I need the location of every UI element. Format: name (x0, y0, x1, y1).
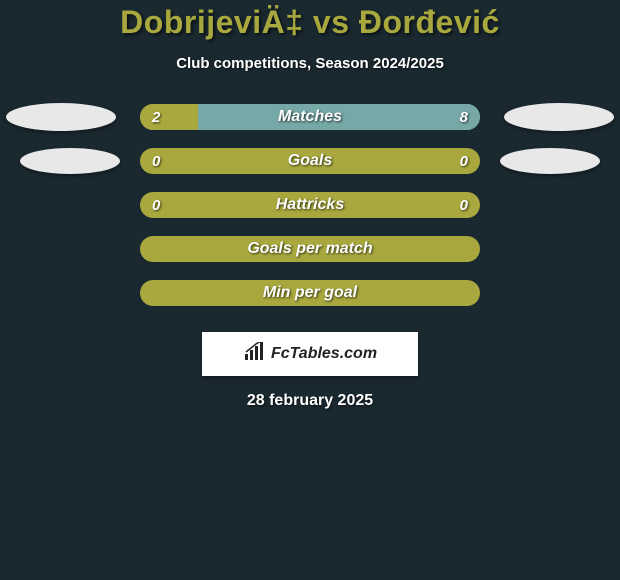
stat-row: 0Hattricks0 (0, 192, 620, 218)
stat-bar: 0Hattricks0 (140, 192, 480, 218)
logo-box[interactable]: FcTables.com (202, 332, 418, 376)
stat-label: Goals (140, 152, 480, 170)
vs-text: vs (313, 4, 350, 40)
subtitle: Club competitions, Season 2024/2025 (176, 55, 444, 72)
stat-bar: Min per goal (140, 280, 480, 306)
player2-marker (504, 103, 614, 131)
stat-bar: 0Goals0 (140, 148, 480, 174)
logo-inner: FcTables.com (243, 342, 377, 367)
player2-name: Đorđević (359, 4, 500, 40)
chart-icon (243, 342, 267, 367)
stat-label: Min per goal (140, 284, 480, 302)
stat-row: 2Matches8 (0, 104, 620, 130)
date: 28 february 2025 (247, 392, 373, 410)
stat-row: Min per goal (0, 280, 620, 306)
stat-right-value: 0 (460, 153, 468, 170)
logo-text: FcTables.com (271, 345, 377, 363)
stat-bar: 2Matches8 (140, 104, 480, 130)
stat-row: 0Goals0 (0, 148, 620, 174)
player1-name: DobrijeviÄ‡ (120, 4, 303, 40)
page-title: DobrijeviÄ‡ vs Đorđević (120, 4, 500, 41)
stat-label: Matches (140, 108, 480, 126)
stat-row: Goals per match (0, 236, 620, 262)
stat-bar: Goals per match (140, 236, 480, 262)
player2-marker (500, 148, 600, 174)
comparison-container: DobrijeviÄ‡ vs Đorđević Club competition… (0, 0, 620, 410)
player1-marker (6, 103, 116, 131)
stat-right-value: 8 (460, 109, 468, 126)
stat-right-value: 0 (460, 197, 468, 214)
stat-label: Hattricks (140, 196, 480, 214)
stats-area: 2Matches80Goals00Hattricks0Goals per mat… (0, 104, 620, 324)
stat-label: Goals per match (140, 240, 480, 258)
player1-marker (20, 148, 120, 174)
